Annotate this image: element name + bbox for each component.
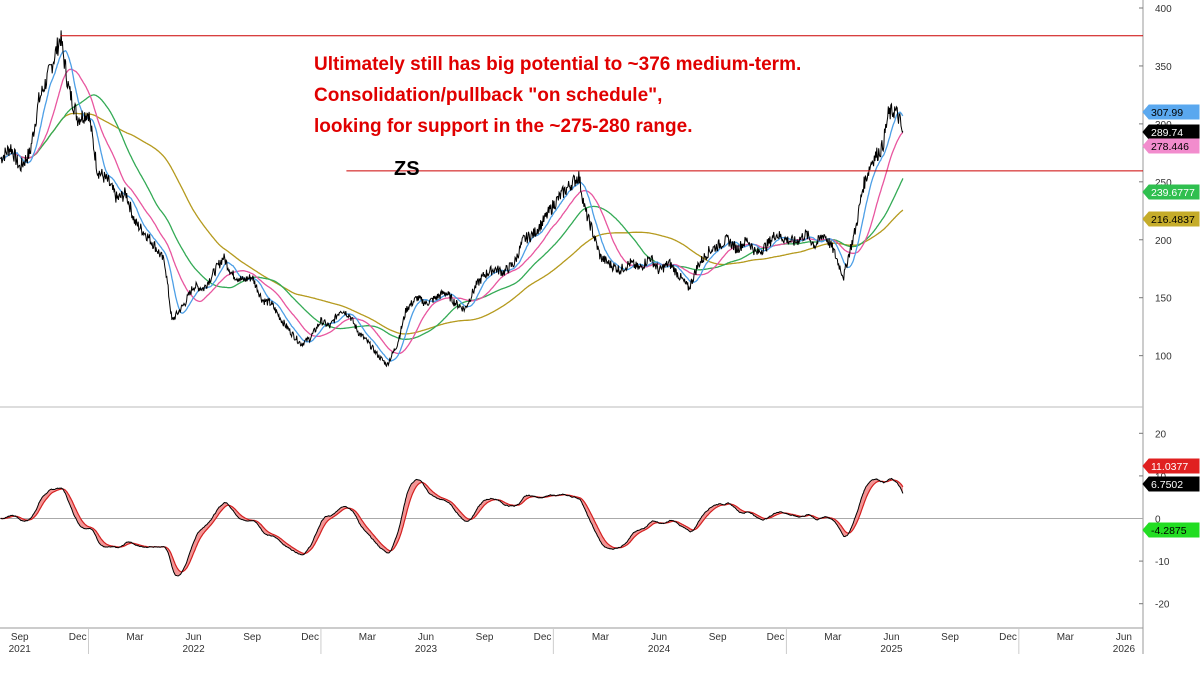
osc-tag-3-text: -4.2875 (1151, 525, 1187, 537)
x-tick-label: Jun (651, 632, 667, 643)
x-year-label: 2021 (9, 644, 32, 655)
y-tick-label: 100 (1155, 352, 1172, 363)
osc-y-tick-label: 20 (1155, 429, 1167, 440)
x-tick-label: Sep (941, 632, 959, 643)
x-tick-label: Jun (186, 632, 202, 643)
x-tick-label: Sep (476, 632, 494, 643)
x-tick-label: Dec (534, 632, 552, 643)
osc-y-tick-label: -20 (1155, 600, 1170, 611)
x-tick-label: Dec (301, 632, 319, 643)
y-tick-label: 250 (1155, 178, 1172, 189)
price-tag-5-text: 216.4837 (1151, 214, 1195, 226)
osc-fill (0, 478, 903, 576)
x-tick-label: Dec (767, 632, 785, 643)
price-tag-4: 239.6777 (1142, 184, 1200, 200)
price-tag-1: 307.99 (1142, 104, 1200, 120)
price-tag-3: 278.446 (1142, 138, 1200, 154)
price-tag-2: 289.74 (1142, 124, 1200, 140)
x-tick-label: Jun (1116, 632, 1132, 643)
x-tick-label: Mar (359, 632, 377, 643)
price-tag-5-box (1142, 211, 1200, 227)
price-tag-4-box (1142, 184, 1200, 200)
price-tag-1-text: 307.99 (1151, 107, 1183, 119)
x-tick-label: Mar (1057, 632, 1075, 643)
y-tick-label: 200 (1155, 236, 1172, 247)
x-tick-label: Sep (709, 632, 727, 643)
osc-tag-1: 11.0377 (1142, 458, 1200, 474)
osc-signal-line (0, 479, 904, 573)
x-tick-label: Mar (126, 632, 144, 643)
x-tick-label: Jun (883, 632, 899, 643)
osc-tag-2-box (1142, 476, 1200, 492)
annotation-line-2: Consolidation/pullback "on schedule", (314, 85, 662, 106)
x-year-label: 2026 (1113, 644, 1136, 655)
x-year-label: 2022 (182, 644, 205, 655)
y-tick-label: 350 (1155, 62, 1172, 73)
x-tick-label: Dec (999, 632, 1017, 643)
ticker-label: ZS (394, 158, 420, 180)
osc-y-tick-label: -10 (1155, 557, 1170, 568)
price-line (0, 30, 904, 368)
price-tag-2-text: 289.74 (1151, 127, 1183, 139)
osc-tag-2: 6.7502 (1142, 476, 1200, 492)
x-tick-label: Sep (11, 632, 29, 643)
price-tag-3-box (1142, 138, 1200, 154)
price-tag-2-box (1142, 124, 1200, 140)
x-tick-label: Dec (69, 632, 87, 643)
price-panel: 100150200250300350400307.99289.74278.446… (0, 0, 1200, 654)
x-year-label: 2023 (415, 644, 438, 655)
x-year-label: 2025 (880, 644, 903, 655)
annotation-line-3: looking for support in the ~275-280 rang… (314, 116, 693, 137)
x-tick-label: Sep (243, 632, 261, 643)
x-year-label: 2024 (648, 644, 671, 655)
osc-tag-3: -4.2875 (1142, 522, 1200, 538)
x-tick-label: Mar (824, 632, 842, 643)
osc-line (0, 477, 904, 577)
x-tick-label: Jun (418, 632, 434, 643)
osc-y-tick-label: 0 (1155, 515, 1161, 526)
osc-tag-2-text: 6.7502 (1151, 479, 1183, 491)
price-tag-3-text: 278.446 (1151, 141, 1189, 153)
price-tag-1-box (1142, 104, 1200, 120)
osc-tag-1-text: 11.0377 (1151, 461, 1188, 473)
osc-tag-1-box (1142, 458, 1200, 474)
y-tick-label: 400 (1155, 4, 1172, 15)
osc-tag-3-box (1142, 522, 1200, 538)
price-tag-4-text: 239.6777 (1151, 187, 1195, 199)
x-axis: Sep Dec Mar Jun Sep Dec Mar Jun Sep Dec Mar Jun Sep D… (0, 627, 1143, 655)
x-tick-label: Mar (592, 632, 610, 643)
ma-slow-line (0, 94, 904, 341)
ma-long-line (0, 112, 904, 335)
annotation-line-1: Ultimately still has big potential to ~3… (314, 54, 801, 75)
y-tick-label: 150 (1155, 294, 1172, 305)
price-tag-5: 216.4837 (1142, 211, 1200, 227)
